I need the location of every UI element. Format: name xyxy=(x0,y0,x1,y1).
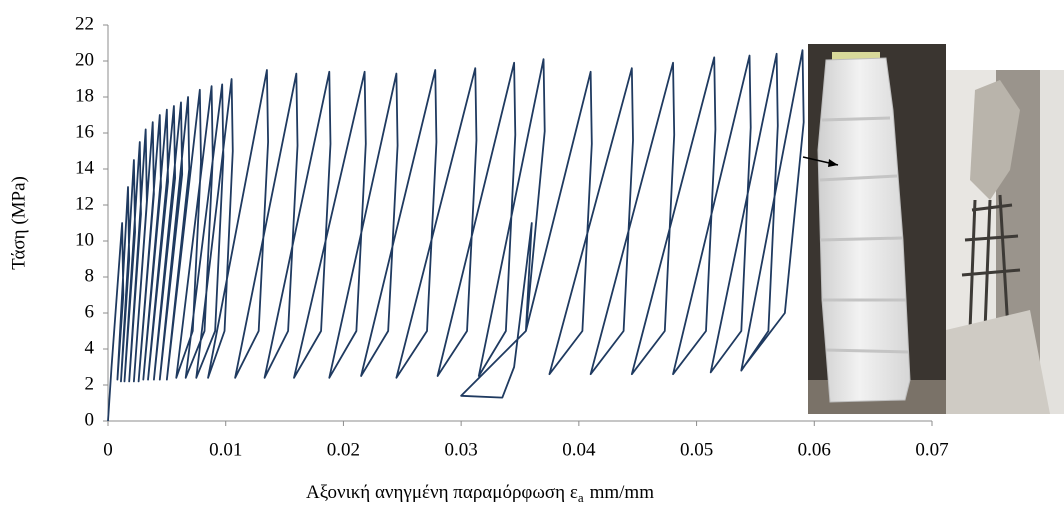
y-tick-label: 20 xyxy=(75,49,94,70)
y-axis-label: Τάση (MPa) xyxy=(8,176,29,270)
stress-strain-curve xyxy=(107,49,805,422)
x-tick-label: 0.02 xyxy=(327,439,360,460)
x-tick-label: 0.04 xyxy=(562,439,596,460)
y-tick-label: 12 xyxy=(75,193,94,214)
y-tick-label: 6 xyxy=(85,301,95,322)
x-label-subscript: a xyxy=(578,490,584,505)
y-tick-label: 16 xyxy=(75,121,94,142)
photo-failed-column xyxy=(946,70,1064,414)
x-label-text: Αξονική ανηγμένη παραμόρφωση ε xyxy=(306,482,578,503)
x-tick-label: 0.05 xyxy=(680,439,713,460)
x-tick-label: 0.06 xyxy=(798,439,831,460)
y-tick-label: 2 xyxy=(85,373,95,394)
x-tick-label: 0 xyxy=(103,439,113,460)
y-tick-label: 4 xyxy=(85,337,95,358)
x-tick-label: 0.03 xyxy=(445,439,478,460)
y-tick-label: 14 xyxy=(75,157,95,178)
x-tick-label: 0.01 xyxy=(209,439,242,460)
x-label-unit: mm/mm xyxy=(590,482,655,503)
y-tick-label: 10 xyxy=(75,229,94,250)
photo-wrapped-column xyxy=(808,44,946,414)
y-tick-label: 22 xyxy=(75,13,94,34)
y-tick-label: 18 xyxy=(75,85,94,106)
arrow-head xyxy=(828,159,838,167)
y-tick-label: 0 xyxy=(85,409,95,430)
x-tick-label: 0.07 xyxy=(915,439,948,460)
x-axis-label: Αξονική ανηγμένη παραμόρφωση εa mm/mm xyxy=(306,482,654,505)
y-tick-label: 8 xyxy=(85,265,95,286)
